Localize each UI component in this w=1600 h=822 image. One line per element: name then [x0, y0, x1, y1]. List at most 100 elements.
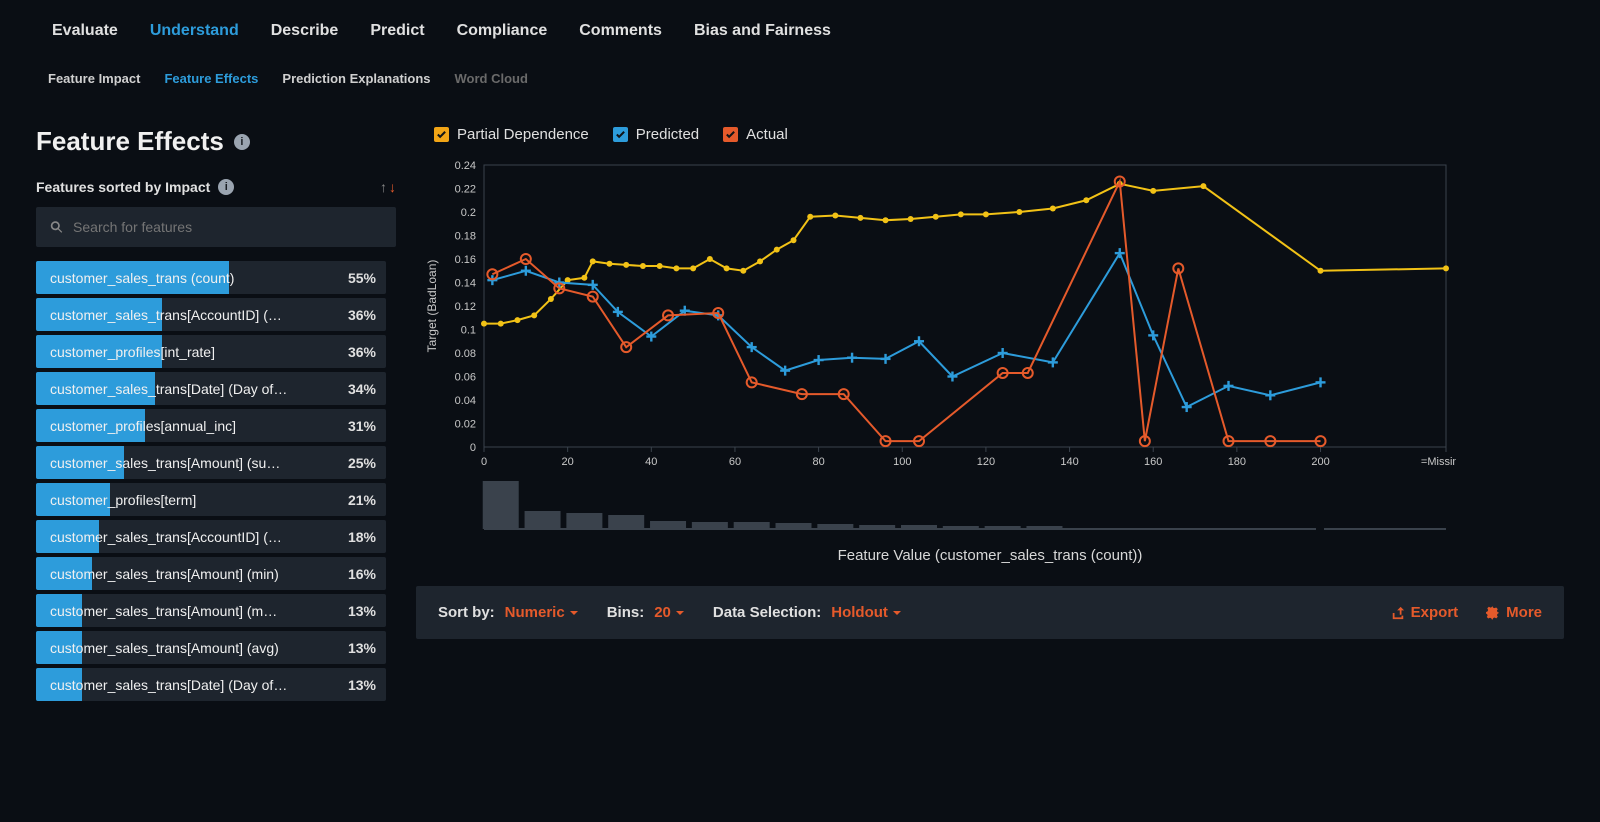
info-icon[interactable]: i [234, 134, 250, 150]
feature-pct: 13% [348, 640, 386, 656]
main-tabs: EvaluateUnderstandDescribePredictComplia… [0, 14, 1600, 55]
more-label: More [1506, 604, 1542, 621]
tab-compliance[interactable]: Compliance [441, 14, 564, 54]
sort-arrows[interactable]: ↑ ↓ [380, 179, 396, 195]
feature-item[interactable]: customer_sales_trans[Amount] (m…13% [36, 594, 386, 627]
search-input[interactable] [73, 219, 382, 235]
checkbox-icon [434, 127, 449, 142]
feature-item[interactable]: customer_sales_trans[AccountID] (…36% [36, 298, 386, 331]
feature-item[interactable]: customer_sales_trans[Amount] (avg)13% [36, 631, 386, 664]
sort-by-value: Numeric [505, 604, 565, 621]
arrow-up-icon[interactable]: ↑ [380, 179, 387, 195]
tab-understand[interactable]: Understand [134, 14, 255, 54]
tab-bias-and-fairness[interactable]: Bias and Fairness [678, 14, 847, 54]
feature-name: customer_profiles[annual_inc] [36, 418, 348, 434]
info-icon[interactable]: i [218, 179, 234, 195]
page-title-text: Feature Effects [36, 126, 224, 157]
subtab-prediction-explanations[interactable]: Prediction Explanations [270, 61, 442, 96]
sort-by-dropdown[interactable]: Numeric [505, 604, 579, 621]
tab-predict[interactable]: Predict [354, 14, 440, 54]
checkbox-label: Partial Dependence [457, 126, 589, 143]
feature-pct: 21% [348, 492, 386, 508]
svg-text:0.08: 0.08 [455, 348, 476, 360]
svg-text:=Missing=: =Missing= [1421, 456, 1456, 468]
bins-value: 20 [654, 604, 671, 621]
svg-text:0.22: 0.22 [455, 184, 476, 196]
feature-item[interactable]: customer_sales_trans[AccountID] (…18% [36, 520, 386, 553]
sort-label: Features sorted by Impact i [36, 179, 234, 195]
data-selection-dropdown[interactable]: Holdout [831, 604, 902, 621]
svg-text:0.24: 0.24 [455, 160, 476, 172]
feature-name: customer_sales_trans[Amount] (avg) [36, 640, 348, 656]
feature-pct: 25% [348, 455, 386, 471]
feature-name: customer_sales_trans[Amount] (m… [36, 603, 348, 619]
svg-text:100: 100 [893, 456, 911, 468]
subtab-feature-effects[interactable]: Feature Effects [152, 61, 270, 96]
export-button[interactable]: Export [1391, 604, 1459, 621]
subtab-word-cloud: Word Cloud [443, 61, 540, 96]
feature-name: customer_sales_trans[Amount] (su… [36, 455, 348, 471]
search-input-wrap[interactable] [36, 207, 396, 247]
more-button[interactable]: More [1486, 604, 1542, 621]
feature-name: customer_sales_trans[Amount] (min) [36, 566, 348, 582]
checkbox-icon [613, 127, 628, 142]
feature-pct: 16% [348, 566, 386, 582]
svg-text:0: 0 [470, 442, 476, 454]
svg-text:0.02: 0.02 [455, 419, 476, 431]
svg-text:20: 20 [562, 456, 574, 468]
svg-text:0.12: 0.12 [455, 301, 476, 313]
export-label: Export [1411, 604, 1459, 621]
chart-legend: Partial Dependence Predicted Actual [416, 126, 1564, 143]
data-selection-label: Data Selection: [713, 604, 821, 621]
svg-text:0.14: 0.14 [455, 278, 476, 290]
sort-by-label: Sort by: [438, 604, 495, 621]
feature-item[interactable]: customer_sales_trans[Date] (Day of…34% [36, 372, 386, 405]
feature-name: customer_sales_trans[Date] (Day of… [36, 677, 348, 693]
feature-pct: 31% [348, 418, 386, 434]
svg-text:180: 180 [1228, 456, 1246, 468]
arrow-down-icon[interactable]: ↓ [389, 179, 396, 195]
tab-comments[interactable]: Comments [563, 14, 678, 54]
tab-evaluate[interactable]: Evaluate [36, 14, 134, 54]
svg-text:120: 120 [977, 456, 995, 468]
search-icon [50, 220, 63, 234]
feature-item[interactable]: customer_profiles[int_rate]36% [36, 335, 386, 368]
feature-pct: 34% [348, 381, 386, 397]
legend-checkbox-partial-dependence[interactable]: Partial Dependence [434, 126, 589, 143]
feature-pct: 13% [348, 603, 386, 619]
bins-dropdown[interactable]: 20 [654, 604, 685, 621]
feature-item[interactable]: customer_sales_trans[Amount] (min)16% [36, 557, 386, 590]
feature-pct: 18% [348, 529, 386, 545]
feature-item[interactable]: customer_sales_trans (count)55% [36, 261, 386, 294]
svg-text:80: 80 [812, 456, 824, 468]
feature-pct: 36% [348, 307, 386, 323]
feature-name: customer_sales_trans[AccountID] (… [36, 307, 348, 323]
svg-text:140: 140 [1060, 456, 1078, 468]
svg-text:40: 40 [645, 456, 657, 468]
feature-name: customer_sales_trans[Date] (Day of… [36, 381, 348, 397]
data-selection-value: Holdout [831, 604, 888, 621]
checkbox-label: Predicted [636, 126, 699, 143]
legend-checkbox-predicted[interactable]: Predicted [613, 126, 699, 143]
x-axis-caption: Feature Value (customer_sales_trans (cou… [416, 547, 1564, 564]
svg-text:0.1: 0.1 [461, 325, 476, 337]
svg-text:0.2: 0.2 [461, 207, 476, 219]
legend-checkbox-actual[interactable]: Actual [723, 126, 788, 143]
bins-label: Bins: [607, 604, 645, 621]
feature-name: customer_sales_trans (count) [36, 270, 348, 286]
feature-item[interactable]: customer_sales_trans[Date] (Day of…13% [36, 668, 386, 701]
chevron-down-icon [892, 608, 902, 618]
feature-item[interactable]: customer_profiles[annual_inc]31% [36, 409, 386, 442]
feature-item[interactable]: customer_sales_trans[Amount] (su…25% [36, 446, 386, 479]
subtab-feature-impact[interactable]: Feature Impact [36, 61, 152, 96]
feature-list: customer_sales_trans (count)55%customer_… [36, 261, 396, 705]
checkbox-icon [723, 127, 738, 142]
svg-text:0.06: 0.06 [455, 372, 476, 384]
chevron-down-icon [569, 608, 579, 618]
checkbox-label: Actual [746, 126, 788, 143]
svg-text:0.04: 0.04 [455, 395, 476, 407]
feature-item[interactable]: customer_profiles[term]21% [36, 483, 386, 516]
svg-text:0: 0 [481, 456, 487, 468]
tab-describe[interactable]: Describe [255, 14, 355, 54]
feature-effects-chart: 00.020.040.060.080.10.120.140.160.180.20… [416, 157, 1456, 477]
